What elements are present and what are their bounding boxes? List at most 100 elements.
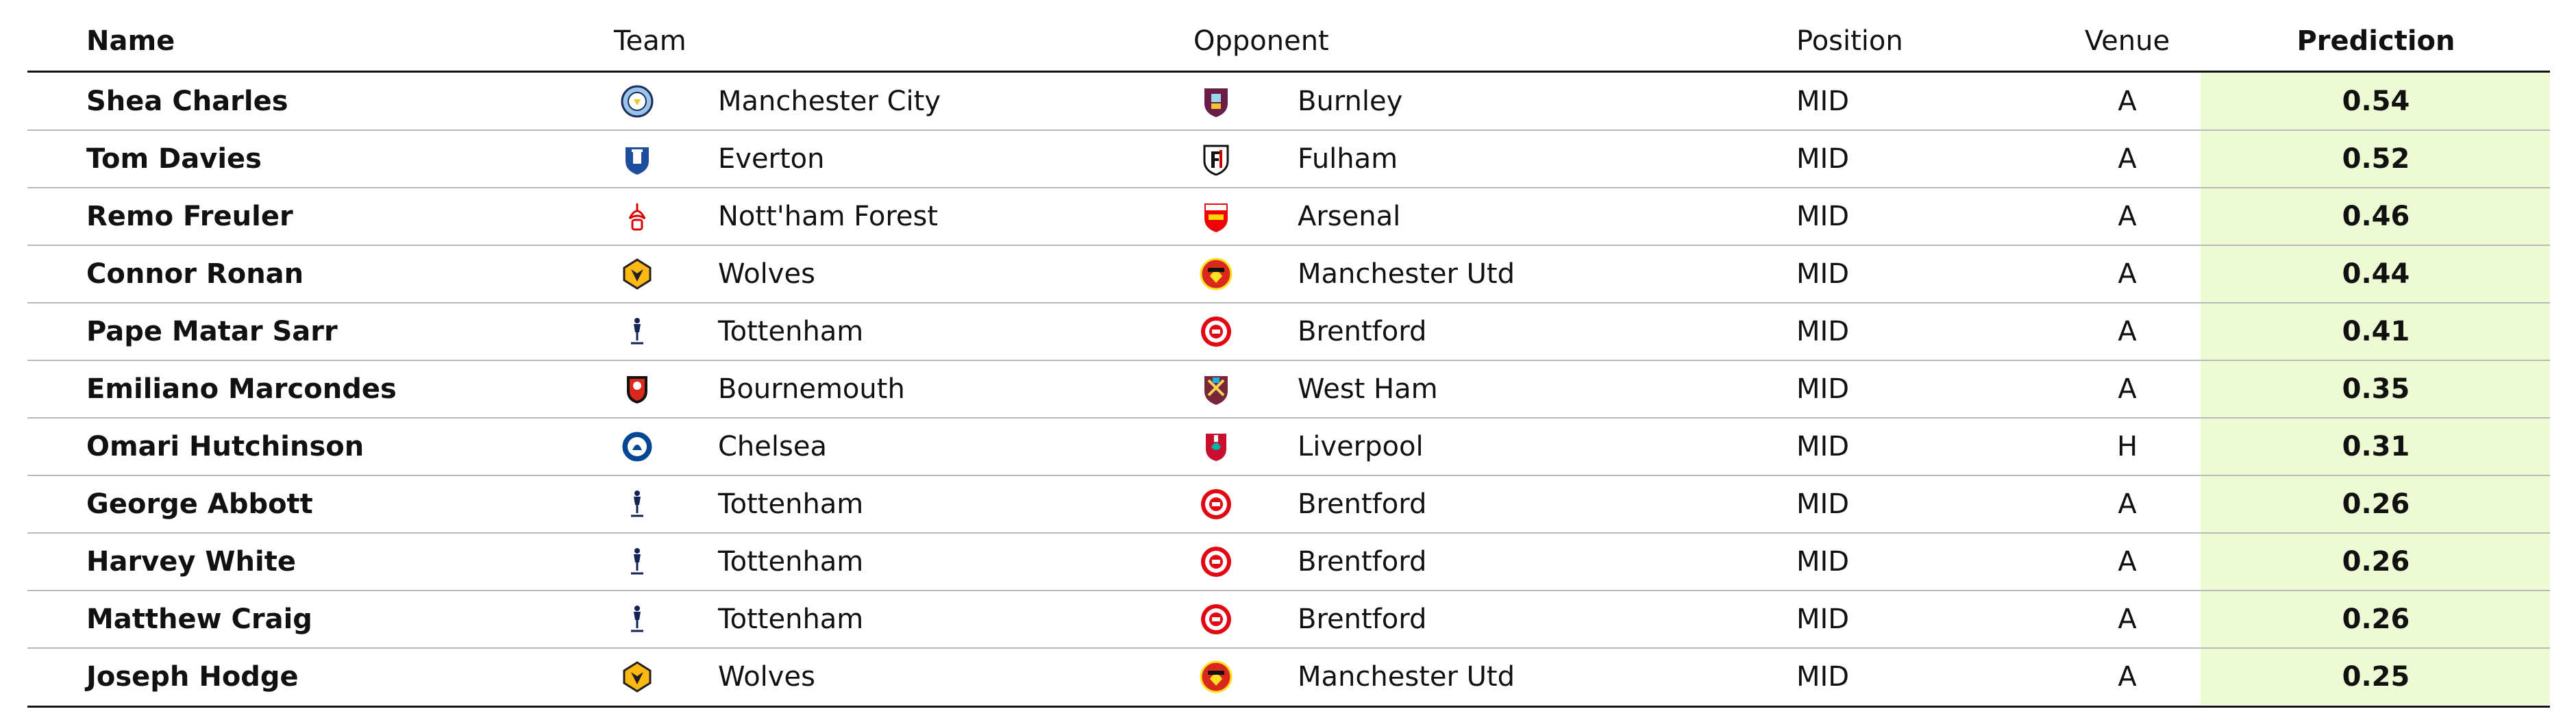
- everton-crest-icon: [619, 140, 656, 177]
- player-name: Omari Hutchinson: [86, 431, 364, 462]
- player-name: Shea Charles: [86, 86, 288, 117]
- position-value: MID: [1796, 488, 1850, 520]
- header-venue: Venue: [2084, 25, 2170, 57]
- prediction-value: 0.54: [2342, 86, 2410, 117]
- table-row: Connor Ronan Wolves Manchester Utd MID A 0.44: [0, 245, 2576, 303]
- bournemouth-crest-icon: [619, 371, 656, 408]
- row-divider: [27, 360, 2550, 361]
- table-row: George Abbott Tottenham Brentford MID A 0.26: [0, 475, 2576, 533]
- tottenham-crest-icon: [619, 601, 656, 638]
- table-row: Matthew Craig Tottenham Brentford MID A 0.26: [0, 591, 2576, 648]
- prediction-value: 0.25: [2342, 661, 2410, 693]
- team-name: Tottenham: [718, 316, 864, 347]
- position-value: MID: [1796, 143, 1850, 175]
- venue-value: A: [2118, 143, 2137, 175]
- opponent-name: Brentford: [1298, 546, 1427, 578]
- fulham-crest-icon: [1198, 140, 1235, 177]
- prediction-value: 0.26: [2342, 546, 2410, 578]
- position-value: MID: [1796, 258, 1850, 290]
- team-name: Bournemouth: [718, 373, 905, 405]
- position-value: MID: [1796, 316, 1850, 347]
- prediction-column-highlight: [2201, 73, 2550, 705]
- opponent-name: Brentford: [1298, 604, 1427, 635]
- team-name: Wolves: [718, 258, 815, 290]
- header-team: Team: [614, 25, 686, 57]
- opponent-name: Manchester Utd: [1298, 258, 1515, 290]
- prediction-value: 0.41: [2342, 316, 2410, 347]
- prediction-value: 0.26: [2342, 488, 2410, 520]
- prediction-value: 0.35: [2342, 373, 2410, 405]
- team-name: Everton: [718, 143, 825, 175]
- opponent-name: Arsenal: [1298, 201, 1401, 232]
- burnley-crest-icon: [1198, 83, 1235, 120]
- tottenham-crest-icon: [619, 543, 656, 580]
- table-row: Emiliano Marcondes Bournemouth West Ham MID…: [0, 360, 2576, 418]
- player-name: Harvey White: [86, 546, 296, 578]
- venue-value: A: [2118, 258, 2137, 290]
- row-divider: [27, 129, 2550, 131]
- prediction-value: 0.52: [2342, 143, 2410, 175]
- player-name: Joseph Hodge: [86, 661, 299, 693]
- venue-value: A: [2118, 201, 2137, 232]
- venue-value: A: [2118, 604, 2137, 635]
- chelsea-crest-icon: [619, 428, 656, 465]
- row-divider: [27, 647, 2550, 649]
- team-name: Chelsea: [718, 431, 827, 462]
- team-name: Tottenham: [718, 488, 864, 520]
- manchester-city-crest-icon: [619, 83, 656, 120]
- position-value: MID: [1796, 604, 1850, 635]
- position-value: MID: [1796, 201, 1850, 232]
- brentford-crest-icon: [1198, 486, 1235, 523]
- tottenham-crest-icon: [619, 313, 656, 350]
- table-row: Pape Matar Sarr Tottenham Brentford MID A 0.4…: [0, 303, 2576, 360]
- liverpool-crest-icon: [1198, 428, 1235, 465]
- wolves-crest-icon: [619, 256, 656, 293]
- venue-value: A: [2118, 86, 2137, 117]
- team-name: Tottenham: [718, 546, 864, 578]
- team-name: Manchester City: [718, 86, 941, 117]
- position-value: MID: [1796, 661, 1850, 693]
- header-rule: [27, 71, 2550, 73]
- position-value: MID: [1796, 431, 1850, 462]
- player-name: George Abbott: [86, 488, 313, 520]
- player-name: Tom Davies: [86, 143, 262, 175]
- row-divider: [27, 590, 2550, 591]
- prediction-value: 0.31: [2342, 431, 2410, 462]
- team-name: Wolves: [718, 661, 815, 693]
- header-position: Position: [1796, 25, 1903, 57]
- table-row: Tom Davies Everton Fulham MID A 0.52: [0, 130, 2576, 188]
- venue-value: A: [2118, 546, 2137, 578]
- table-row: Harvey White Tottenham Brentford MID A 0.26: [0, 533, 2576, 591]
- header-prediction: Prediction: [2296, 25, 2455, 57]
- row-divider: [27, 245, 2550, 246]
- opponent-name: Liverpool: [1298, 431, 1424, 462]
- team-name: Nott'ham Forest: [718, 201, 939, 232]
- opponent-name: West Ham: [1298, 373, 1438, 405]
- player-name: Remo Freuler: [86, 201, 293, 232]
- prediction-value: 0.46: [2342, 201, 2410, 232]
- header-row: Name Team Opponent Position Venue Predic…: [0, 21, 2576, 62]
- manchester-utd-crest-icon: [1198, 256, 1235, 293]
- opponent-name: Burnley: [1298, 86, 1403, 117]
- position-value: MID: [1796, 373, 1850, 405]
- table-row: Remo Freuler Nott'ham Forest Arsenal MID A 0.…: [0, 188, 2576, 245]
- venue-value: A: [2118, 373, 2137, 405]
- venue-value: A: [2118, 316, 2137, 347]
- player-name: Pape Matar Sarr: [86, 316, 338, 347]
- table-row: Joseph Hodge Wolves Manchester Utd MID A 0.25: [0, 648, 2576, 706]
- arsenal-crest-icon: [1198, 198, 1235, 235]
- venue-value: A: [2118, 488, 2137, 520]
- prediction-value: 0.44: [2342, 258, 2410, 290]
- opponent-name: Fulham: [1298, 143, 1398, 175]
- manchester-utd-crest-icon: [1198, 658, 1235, 695]
- brentford-crest-icon: [1198, 543, 1235, 580]
- player-name: Emiliano Marcondes: [86, 373, 397, 405]
- wolves-crest-icon: [619, 658, 656, 695]
- venue-value: A: [2118, 661, 2137, 693]
- position-value: MID: [1796, 546, 1850, 578]
- row-divider: [27, 475, 2550, 476]
- header-opponent: Opponent: [1193, 25, 1329, 57]
- header-name: Name: [86, 25, 175, 57]
- player-name: Connor Ronan: [86, 258, 304, 290]
